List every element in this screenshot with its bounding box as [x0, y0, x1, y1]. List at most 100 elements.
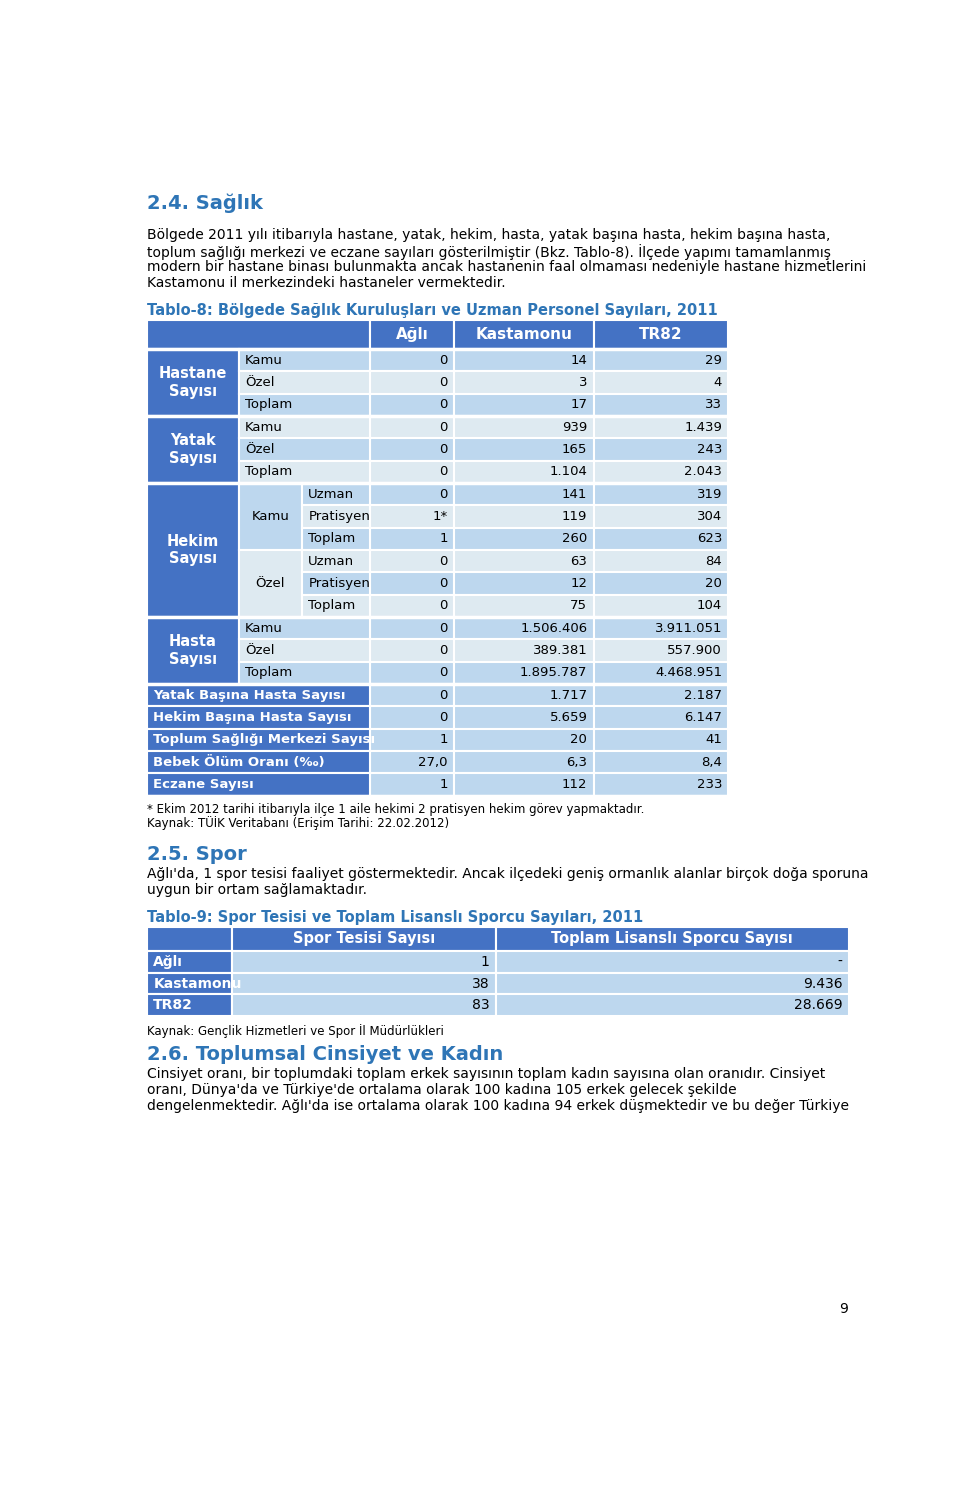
Bar — [371, 707, 454, 728]
Bar — [593, 439, 729, 461]
Text: 0: 0 — [440, 554, 447, 568]
Text: -: - — [837, 956, 842, 969]
Text: Toplam: Toplam — [308, 532, 355, 545]
Text: 33: 33 — [706, 398, 722, 412]
Bar — [371, 505, 454, 527]
Text: toplum sağlığı merkezi ve eczane sayıları gösterilmiştir (Bkz. Tablo-8). İlçede : toplum sağlığı merkezi ve eczane sayılar… — [147, 244, 831, 259]
Bar — [302, 595, 371, 617]
Bar — [239, 349, 371, 372]
Bar — [147, 617, 239, 685]
Bar — [371, 617, 454, 640]
Bar — [454, 662, 593, 685]
Text: 243: 243 — [697, 443, 722, 457]
Text: Hasta
Sayısı: Hasta Sayısı — [169, 635, 217, 667]
Bar — [371, 416, 454, 439]
Text: Ağlı: Ağlı — [154, 956, 183, 969]
Text: 0: 0 — [440, 667, 447, 680]
Text: Toplam: Toplam — [245, 466, 292, 478]
Text: Kastamonu: Kastamonu — [475, 327, 572, 342]
Bar — [593, 484, 729, 505]
Text: 4.468.951: 4.468.951 — [655, 667, 722, 680]
Bar — [147, 972, 232, 995]
Text: 119: 119 — [562, 511, 588, 523]
Text: Kaynak: TÜİK Veritabanı (Erişim Tarihi: 22.02.2012): Kaynak: TÜİK Veritabanı (Erişim Tarihi: … — [147, 816, 449, 830]
Bar — [454, 728, 593, 750]
Text: Toplum Sağlığı Merkezi Sayısı: Toplum Sağlığı Merkezi Sayısı — [154, 734, 375, 746]
Bar — [496, 995, 849, 1016]
Text: 3: 3 — [579, 376, 588, 389]
Text: Ağlı'da, 1 spor tesisi faaliyet göstermektedir. Ancak ilçedeki geniş ormanlık al: Ağlı'da, 1 spor tesisi faaliyet gösterme… — [147, 867, 869, 881]
Bar — [593, 572, 729, 595]
Text: 1.439: 1.439 — [684, 421, 722, 434]
Text: 2.043: 2.043 — [684, 466, 722, 478]
Text: Toplam: Toplam — [308, 599, 355, 613]
Bar — [302, 572, 371, 595]
Bar — [239, 617, 371, 640]
Text: 0: 0 — [440, 443, 447, 457]
Bar — [593, 416, 729, 439]
Bar — [454, 416, 593, 439]
Text: oranı, Dünya'da ve Türkiye'de ortalama olarak 100 kadına 105 erkek gelecek şekil: oranı, Dünya'da ve Türkiye'de ortalama o… — [147, 1083, 736, 1097]
Text: 233: 233 — [697, 777, 722, 791]
Bar — [302, 505, 371, 527]
Bar — [371, 484, 454, 505]
Bar — [371, 321, 454, 349]
Text: Özel: Özel — [245, 376, 275, 389]
Bar — [454, 640, 593, 662]
Text: Toplam Lisanslı Sporcu Sayısı: Toplam Lisanslı Sporcu Sayısı — [551, 932, 793, 947]
Text: 0: 0 — [440, 376, 447, 389]
Text: uygun bir ortam sağlamaktadır.: uygun bir ortam sağlamaktadır. — [147, 882, 367, 897]
Text: 27,0: 27,0 — [419, 756, 447, 768]
Bar — [371, 527, 454, 550]
Text: Uzman: Uzman — [308, 554, 354, 568]
Text: 304: 304 — [697, 511, 722, 523]
Text: Özel: Özel — [255, 577, 285, 590]
Text: 41: 41 — [706, 734, 722, 746]
Text: 0: 0 — [440, 712, 447, 724]
Bar — [371, 572, 454, 595]
Bar — [239, 461, 371, 484]
Bar — [232, 927, 496, 951]
Bar — [371, 461, 454, 484]
Bar — [593, 527, 729, 550]
Bar — [239, 550, 302, 617]
Text: 4: 4 — [714, 376, 722, 389]
Text: Hastane
Sayısı: Hastane Sayısı — [158, 367, 227, 398]
Text: 8,4: 8,4 — [702, 756, 722, 768]
Text: 2.5. Spor: 2.5. Spor — [147, 845, 247, 864]
Text: 75: 75 — [570, 599, 588, 613]
Text: Yatak Başına Hasta Sayısı: Yatak Başına Hasta Sayısı — [154, 689, 346, 701]
Text: Kamu: Kamu — [245, 354, 282, 367]
Text: 0: 0 — [440, 354, 447, 367]
Text: Kamu: Kamu — [252, 511, 289, 523]
Text: 2.4. Sağlık: 2.4. Sağlık — [147, 193, 263, 213]
Text: 38: 38 — [472, 977, 490, 990]
Text: 0: 0 — [440, 466, 447, 478]
Text: 112: 112 — [562, 777, 588, 791]
Bar — [147, 349, 239, 416]
Text: Özel: Özel — [245, 644, 275, 658]
Text: Hekim
Sayısı: Hekim Sayısı — [167, 533, 219, 566]
Text: 9: 9 — [840, 1302, 849, 1317]
Bar — [371, 685, 454, 707]
Text: Kaynak: Gençlik Hizmetleri ve Spor İl Müdürlükleri: Kaynak: Gençlik Hizmetleri ve Spor İl Mü… — [147, 1023, 444, 1038]
Text: Bebek Ölüm Oranı (‰): Bebek Ölüm Oranı (‰) — [154, 756, 324, 768]
Bar — [239, 439, 371, 461]
Text: 2.6. Toplumsal Cinsiyet ve Kadın: 2.6. Toplumsal Cinsiyet ve Kadın — [147, 1046, 503, 1064]
Bar — [371, 372, 454, 394]
Text: 1: 1 — [440, 734, 447, 746]
Text: Tablo-9: Spor Tesisi ve Toplam Lisanslı Sporcu Sayıları, 2011: Tablo-9: Spor Tesisi ve Toplam Lisanslı … — [147, 909, 643, 924]
Text: Pratisyen: Pratisyen — [308, 577, 371, 590]
Text: 623: 623 — [697, 532, 722, 545]
Text: 6.147: 6.147 — [684, 712, 722, 724]
Text: Eczane Sayısı: Eczane Sayısı — [154, 777, 254, 791]
Bar — [593, 640, 729, 662]
Text: 939: 939 — [562, 421, 588, 434]
Bar — [454, 527, 593, 550]
Bar — [232, 951, 496, 972]
Bar — [232, 995, 496, 1016]
Text: 0: 0 — [440, 398, 447, 412]
Bar — [239, 484, 302, 550]
Text: Yatak
Sayısı: Yatak Sayısı — [169, 433, 217, 466]
Text: TR82: TR82 — [639, 327, 683, 342]
